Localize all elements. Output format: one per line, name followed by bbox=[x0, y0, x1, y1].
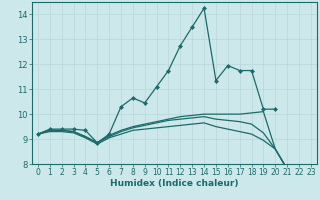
X-axis label: Humidex (Indice chaleur): Humidex (Indice chaleur) bbox=[110, 179, 239, 188]
